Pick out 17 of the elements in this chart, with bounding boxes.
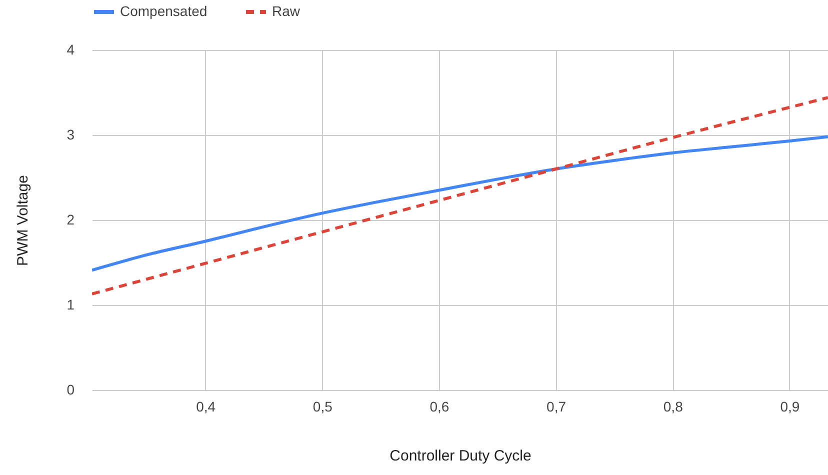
y-axis-title: PWM Voltage <box>14 175 32 266</box>
legend-label: Raw <box>272 3 301 19</box>
x-tick-label: 0,4 <box>196 398 216 414</box>
legend-label: Compensated <box>120 3 208 19</box>
y-tick-label: 2 <box>66 212 75 228</box>
line-series <box>92 96 828 296</box>
y-tick-label: 0 <box>66 382 75 398</box>
x-tick-label: 0,5 <box>312 398 333 414</box>
y-tick-label: 3 <box>66 126 75 142</box>
y-tick-label: 1 <box>66 296 75 312</box>
x-tick-label: 0,6 <box>430 398 450 414</box>
line-series <box>92 135 828 272</box>
x-tick-label: 0,9 <box>780 398 800 414</box>
x-tick-label: 0,8 <box>663 398 684 414</box>
y-tick-label: 4 <box>66 42 75 58</box>
x-axis-title: Controller Duty Cycle <box>390 448 532 464</box>
x-tick-label: 0,7 <box>546 398 566 414</box>
